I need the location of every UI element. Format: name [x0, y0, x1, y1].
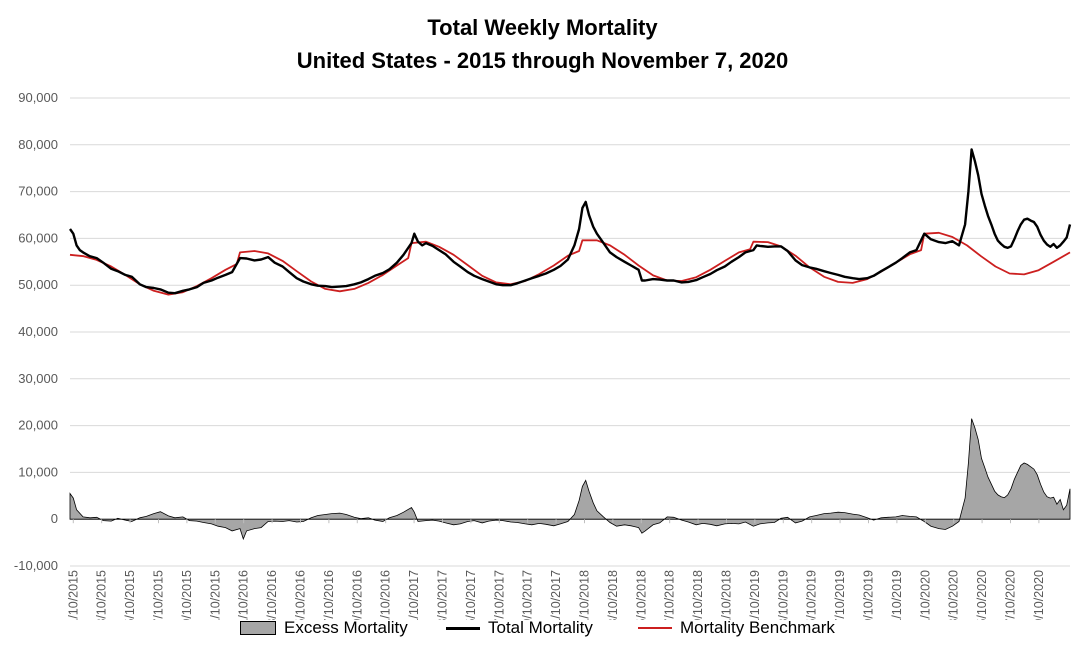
legend-label-excess: Excess Mortality [284, 618, 408, 637]
x-tick-label: 3/10/2017 [435, 570, 449, 620]
x-tick-label: 11/10/2017 [549, 570, 563, 620]
x-tick-label: 9/10/2018 [691, 570, 705, 620]
x-tick-label: 5/10/2020 [975, 570, 989, 620]
excess-area-layer [69, 418, 1071, 541]
x-tick-label: 5/10/2018 [634, 570, 648, 620]
x-tick-label: 7/10/2015 [151, 570, 165, 620]
x-tick-label: 1/10/2015 [66, 570, 80, 620]
x-tick-label: 3/10/2019 [776, 570, 790, 620]
legend-swatch-benchmark [638, 627, 672, 629]
y-tick-label: 30,000 [18, 371, 58, 386]
x-tick-label: 1/10/2017 [407, 570, 421, 620]
x-tick-label: 5/10/2015 [123, 570, 137, 620]
legend-swatch-total [446, 626, 480, 630]
x-tick-label: 1/10/2020 [918, 570, 932, 620]
x-tick-label: 3/10/2015 [95, 570, 109, 620]
x-tick-label: 9/10/2019 [861, 570, 875, 620]
series-total-mortality [69, 148, 1072, 295]
x-tick-label: 7/10/2020 [1003, 570, 1017, 620]
x-tick-label: 1/10/2018 [577, 570, 591, 620]
x-tick-label: 7/10/2016 [322, 570, 336, 620]
x-tick-label: 5/10/2019 [805, 570, 819, 620]
x-tick-label: 3/10/2016 [265, 570, 279, 620]
legend-label-total: Total Mortality [488, 618, 593, 637]
x-tick-label: 11/10/2019 [890, 570, 904, 620]
y-tick-label: 50,000 [18, 277, 58, 292]
plot-area: -10,000 0 10,000 20,000 30,000 40,000 50,000 60… [14, 90, 1072, 620]
x-tick-label: 7/10/2018 [663, 570, 677, 620]
legend-item-total: Total Mortality [446, 618, 593, 638]
x-tick-label: 9/10/2020 [1032, 570, 1046, 620]
x-tick-label: 3/10/2018 [606, 570, 620, 620]
x-tick-label: 7/10/2017 [492, 570, 506, 620]
legend: Excess Mortality Total Mortality Mortali… [0, 618, 1085, 640]
x-tick-label: 9/10/2017 [521, 570, 535, 620]
y-tick-label: 80,000 [18, 137, 58, 152]
legend-item-benchmark: Mortality Benchmark [638, 618, 835, 638]
x-tick-label: 11/10/2016 [379, 570, 393, 620]
y-axis-ticks: -10,000 0 10,000 20,000 30,000 40,000 50,000 60… [14, 90, 58, 573]
y-tick-label: 40,000 [18, 324, 58, 339]
gridlines [70, 97, 1070, 567]
x-axis-ticks: 1/10/2015 3/10/2015 5/10/2015 7/10/2015 9/10… [66, 519, 1046, 620]
x-tick-label: 1/10/2016 [237, 570, 251, 620]
chart-title: Total Weekly Mortality [427, 15, 658, 40]
x-tick-label: 9/10/2015 [180, 570, 194, 620]
y-tick-label: 60,000 [18, 230, 58, 245]
legend-item-excess: Excess Mortality [240, 618, 408, 638]
x-tick-label: 11/10/2018 [719, 570, 733, 620]
series-excess-mortality [69, 418, 1071, 541]
x-tick-label: 1/10/2019 [748, 570, 762, 620]
x-tick-label: 7/10/2019 [833, 570, 847, 620]
legend-swatch-excess [240, 621, 276, 635]
legend-label-benchmark: Mortality Benchmark [680, 618, 835, 637]
chart-subtitle: United States - 2015 through November 7,… [296, 48, 789, 73]
x-tick-label: 3/10/2020 [947, 570, 961, 620]
line-layer [69, 148, 1072, 296]
x-tick-label: 5/10/2017 [464, 570, 478, 620]
x-tick-label: 11/10/2015 [208, 570, 222, 620]
y-tick-label: 90,000 [18, 90, 58, 105]
y-tick-label: 70,000 [18, 184, 58, 199]
x-tick-label: 5/10/2016 [293, 570, 307, 620]
y-tick-label: -10,000 [14, 558, 58, 573]
y-tick-label: 10,000 [18, 464, 58, 479]
x-tick-label: 9/10/2016 [350, 570, 364, 620]
y-tick-label: 20,000 [18, 418, 58, 433]
y-tick-label: 0 [51, 511, 58, 526]
